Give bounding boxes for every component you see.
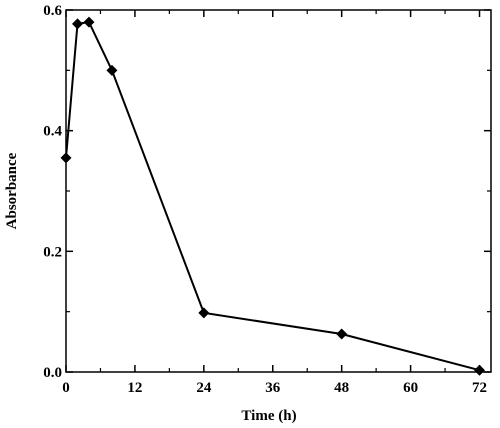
series-line [65,20,480,372]
y-axis-label: Absorbance [4,152,20,229]
x-tick-label: 48 [334,380,349,396]
data-point [106,64,118,76]
axis-ticks [65,9,491,373]
x-tick-label: 60 [403,380,418,396]
data-point [83,16,95,28]
y-tick-label: 0.6 [43,3,62,19]
y-tick-label: 0.2 [43,244,62,260]
data-markers [60,16,486,376]
series-polyline [65,20,480,372]
data-point [198,307,210,319]
x-tick-label: 72 [472,380,487,396]
y-tick-label: 0.4 [43,124,62,140]
data-point [60,152,72,164]
data-point [474,364,486,376]
tick-labels: 0 12 24 36 48 60 72 0.0 0.2 0.4 0.6 [43,3,487,396]
data-point [336,328,348,340]
plot-frame [65,9,492,373]
x-tick-label: 12 [127,380,142,396]
x-tick-label: 36 [265,380,281,396]
x-axis-label: Time (h) [241,408,296,424]
y-tick-label: 0.0 [43,365,62,381]
x-tick-label: 0 [62,380,70,396]
data-point [71,18,83,30]
x-tick-label: 24 [196,380,212,396]
